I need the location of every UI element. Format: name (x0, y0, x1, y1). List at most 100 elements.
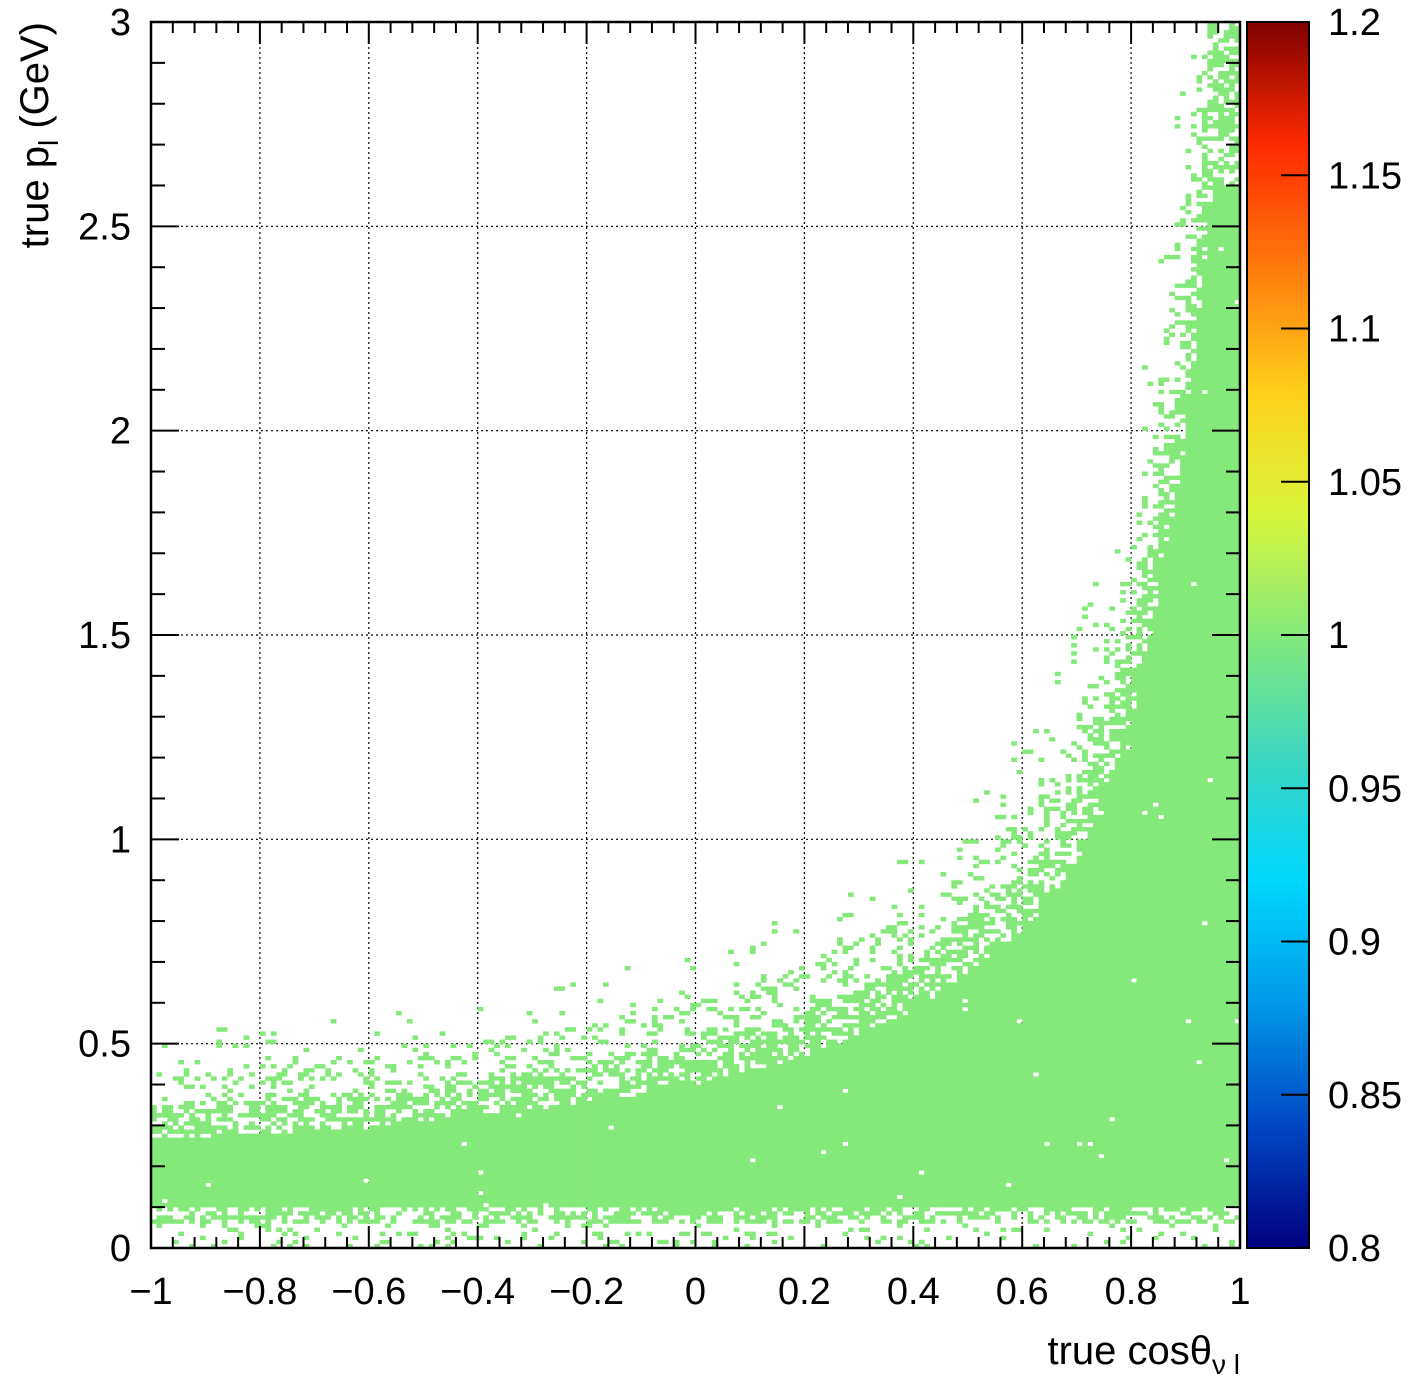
heatmap-cell (1033, 884, 1039, 897)
heatmap-cell (287, 1064, 293, 1069)
heatmap-cell (385, 1223, 391, 1228)
heatmap-cell (1065, 753, 1072, 758)
heatmap-cell (1152, 524, 1159, 530)
heatmap-cell (559, 1035, 566, 1040)
heatmap-cell (1087, 790, 1094, 799)
heatmap-cell (902, 921, 909, 926)
heatmap-cell (684, 1010, 691, 1016)
heatmap-cell (1131, 667, 1137, 693)
heatmap-cell (1223, 152, 1230, 158)
heatmap-cell (924, 990, 930, 1212)
heatmap-cell (178, 1060, 184, 1065)
heatmap-cell (1092, 786, 1099, 799)
heatmap-cell (755, 1035, 762, 1065)
heatmap-cell (1191, 54, 1197, 60)
heatmap-cell (336, 1072, 342, 1077)
heatmap-cell (1212, 136, 1219, 141)
heatmap-cell (749, 990, 756, 1000)
heatmap-cell (918, 957, 925, 963)
heatmap-cell (1201, 234, 1208, 248)
heatmap-cell (504, 1043, 511, 1049)
heatmap-cell (401, 1088, 408, 1110)
heatmap-cell (989, 916, 996, 926)
heatmap-cell (178, 1113, 184, 1118)
heatmap-cell (662, 1084, 669, 1212)
heatmap-cell (1207, 99, 1214, 113)
heatmap-cell (553, 1104, 560, 1224)
heatmap-cell (608, 1088, 615, 1126)
heatmap-cell (967, 872, 974, 877)
heatmap-cell (956, 925, 963, 934)
heatmap-cell (592, 1088, 598, 1224)
heatmap-cell (314, 1109, 321, 1114)
heatmap-cell (592, 1231, 598, 1237)
heatmap-cell (368, 1125, 375, 1212)
heatmap-cell (526, 1072, 533, 1085)
heatmap-cell (1201, 193, 1208, 199)
heatmap-cell (1022, 908, 1028, 1212)
heatmap-cell (1141, 532, 1148, 538)
heatmap-cell (510, 1055, 517, 1061)
heatmap-cell (679, 1080, 685, 1216)
heatmap-cell (984, 921, 990, 926)
heatmap-cell (766, 1231, 773, 1237)
heatmap-cell (308, 1076, 315, 1081)
heatmap-cell (488, 1211, 495, 1216)
heatmap-cell (1114, 671, 1121, 681)
heatmap-cell (537, 1035, 544, 1044)
heatmap-cell (553, 986, 560, 991)
heatmap-cell (1016, 921, 1023, 926)
heatmap-cell (831, 1006, 838, 1012)
heatmap-cell (1201, 393, 1208, 922)
heatmap-cell (1038, 859, 1045, 873)
heatmap-cell (1169, 516, 1175, 1212)
heatmap-cell (1005, 827, 1012, 832)
heatmap-cell (597, 1092, 604, 1208)
heatmap-cell (1229, 58, 1235, 76)
heatmap-cell (1054, 851, 1061, 856)
heatmap-cell (728, 1006, 734, 1012)
heatmap-cell (1158, 557, 1165, 816)
heatmap-cell (232, 1080, 239, 1085)
heatmap-cell (581, 1080, 587, 1089)
heatmap-cell (1147, 577, 1154, 583)
heatmap-cell (722, 1043, 729, 1049)
heatmap-cell (820, 1211, 827, 1220)
heatmap-cell (265, 1104, 272, 1122)
heatmap-cell (352, 1096, 359, 1114)
heatmap-cell (1141, 471, 1148, 476)
heatmap-cell (472, 1100, 478, 1220)
heatmap-cell (483, 1104, 489, 1110)
heatmap-cell (608, 1060, 615, 1065)
heatmap-cell (1109, 606, 1116, 611)
heatmap-cell (1169, 389, 1175, 395)
heatmap-cell (989, 941, 996, 1216)
heatmap-cell (1082, 606, 1088, 611)
heatmap-cell (1158, 479, 1165, 485)
heatmap-cell (396, 1211, 402, 1216)
heatmap-cell (521, 1047, 528, 1053)
heatmap-cell (1223, 1211, 1230, 1216)
heatmap-cell (1092, 814, 1099, 1220)
heatmap-cell (570, 1084, 577, 1098)
heatmap-cell (771, 929, 778, 934)
y-tick-label: 3 (110, 2, 131, 44)
heatmap-cell (1054, 806, 1061, 812)
heatmap-cell (940, 872, 947, 877)
heatmap-cell (1163, 254, 1170, 260)
heatmap-cell (717, 1215, 724, 1224)
axis-ticks (150, 21, 1241, 1249)
heatmap-cell (347, 1125, 353, 1224)
heatmap-cell (831, 949, 838, 955)
heatmap-cell (1207, 83, 1214, 88)
heatmap-cell (472, 1051, 478, 1061)
heatmap-cell (298, 1072, 304, 1081)
heatmap-cell (385, 1117, 391, 1122)
heatmap-cell (842, 970, 849, 987)
heatmap-cell (249, 1072, 255, 1077)
heatmap-cell (630, 1219, 636, 1224)
heatmap-cell (1180, 332, 1186, 337)
heatmap-cell (221, 1239, 228, 1245)
heatmap-cell (308, 1125, 315, 1216)
heatmap-cell (270, 1092, 277, 1098)
